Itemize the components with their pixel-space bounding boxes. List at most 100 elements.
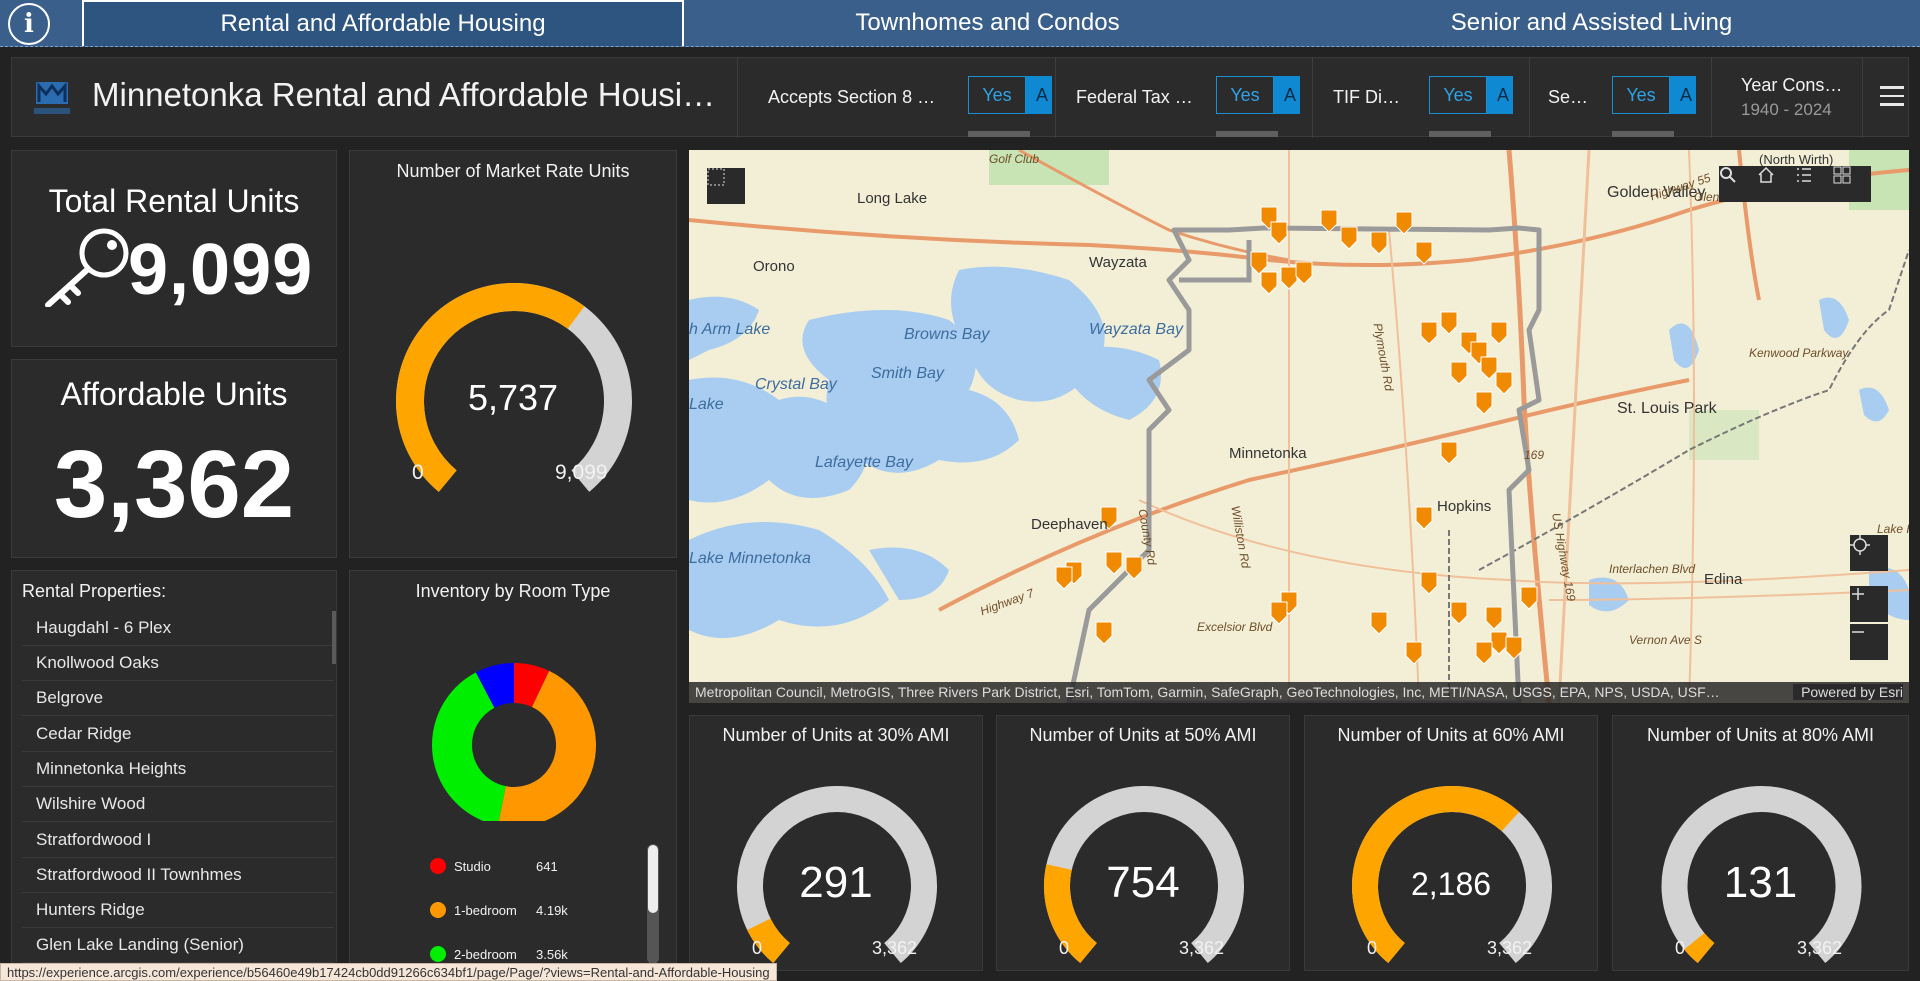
map-search-button[interactable] <box>1719 166 1757 202</box>
donut-slice-studio[interactable] <box>514 663 550 708</box>
year-constructed-range[interactable]: 1940 - 2024 <box>1741 100 1832 119</box>
property-marker[interactable] <box>1450 601 1468 625</box>
map-locate-button[interactable] <box>1850 535 1888 571</box>
property-marker[interactable] <box>1490 321 1508 345</box>
filter-senior-all-button[interactable]: A <box>1670 76 1696 114</box>
affordable-units-value: 3,362 <box>53 431 295 538</box>
property-marker[interactable] <box>1450 361 1468 385</box>
affordable-units-title: Affordable Units <box>60 376 288 412</box>
property-marker[interactable] <box>1405 641 1423 665</box>
property-marker[interactable] <box>1475 391 1493 415</box>
gauge-max-label: 3,362 <box>1179 938 1225 958</box>
app-title: Minnetonka Rental and Affordable Housi… <box>92 76 716 113</box>
ami-80-gauge-card: Number of Units at 80% AMI 131 0 3,362 <box>1612 715 1909 971</box>
map-zoom-out-button[interactable] <box>1850 624 1888 660</box>
filter-senior-scrollbar[interactable] <box>1612 131 1674 137</box>
donut-slice-2-bedroom[interactable] <box>432 672 506 821</box>
property-marker[interactable] <box>1320 209 1338 233</box>
map-select-button[interactable] <box>707 168 745 204</box>
year-constructed-label[interactable]: Year Cons… <box>1741 75 1843 95</box>
filter-section8-all-button[interactable]: A <box>1026 76 1052 114</box>
property-marker[interactable] <box>1480 356 1498 380</box>
filter-federal-tax-all-button[interactable]: A <box>1274 76 1300 114</box>
filter-tif-district-scrollbar[interactable] <box>1429 131 1491 137</box>
legend-dot <box>430 858 446 874</box>
map-layers-button[interactable] <box>1795 166 1833 202</box>
hamburger-menu-icon[interactable] <box>1880 86 1904 108</box>
map-zoom-in-button[interactable] <box>1850 586 1888 622</box>
header-divider <box>1862 58 1863 138</box>
property-marker[interactable] <box>1440 441 1458 465</box>
filter-tif-district: TIF Di… Yes A <box>1327 58 1527 138</box>
legend-scrollbar[interactable] <box>647 844 659 964</box>
property-marker[interactable] <box>1475 641 1493 665</box>
property-marker[interactable] <box>1485 606 1503 630</box>
property-marker[interactable] <box>1095 621 1113 645</box>
property-marker[interactable] <box>1415 506 1433 530</box>
list-item[interactable]: Haugdahl - 6 Plex <box>22 611 334 646</box>
filter-section8-label: Accepts Section 8 V… <box>768 87 940 107</box>
property-marker[interactable] <box>1520 586 1538 610</box>
list-item[interactable]: Minnetonka Heights <box>22 752 334 787</box>
property-marker[interactable] <box>1370 611 1388 635</box>
list-item[interactable]: Cedar Ridge <box>22 717 334 752</box>
ami-50-gauge <box>1044 786 1244 964</box>
filter-federal-tax-scrollbar[interactable] <box>1216 131 1278 137</box>
donut-slice-1-bedroom[interactable] <box>498 670 596 821</box>
tab-townhomes-condos[interactable]: Townhomes and Condos <box>855 9 1120 36</box>
property-marker[interactable] <box>1440 311 1458 335</box>
property-marker[interactable] <box>1270 221 1288 245</box>
filter-senior-yes-button[interactable]: Yes <box>1612 76 1670 114</box>
market-rate-units-title: Number of Market Rate Units <box>396 161 630 181</box>
property-marker[interactable] <box>1505 636 1523 660</box>
property-marker[interactable] <box>1490 631 1508 655</box>
list-item[interactable]: Glen Lake Landing (Senior) <box>22 928 334 963</box>
list-item[interactable]: Knollwood Oaks <box>22 646 334 681</box>
filter-federal-tax-yes-button[interactable]: Yes <box>1216 76 1274 114</box>
property-marker[interactable] <box>1420 321 1438 345</box>
map-home-button[interactable] <box>1757 166 1795 202</box>
info-button[interactable]: i <box>5 3 53 45</box>
property-marker[interactable] <box>1420 571 1438 595</box>
property-marker[interactable] <box>1055 566 1073 590</box>
property-marker[interactable] <box>1125 556 1143 580</box>
header-bar: Minnetonka Rental and Affordable Housi… … <box>11 57 1909 138</box>
list-item[interactable]: Stratfordwood I <box>22 823 334 858</box>
property-marker[interactable] <box>1105 551 1123 575</box>
filter-tif-district-all-button[interactable]: A <box>1487 76 1513 114</box>
property-marker[interactable] <box>1415 241 1433 265</box>
property-marker[interactable] <box>1280 266 1298 290</box>
property-marker[interactable] <box>1495 371 1513 395</box>
map-attribution: Metropolitan Council, MetroGIS, Three Ri… <box>689 682 1909 703</box>
property-marker[interactable] <box>1340 226 1358 250</box>
list-item[interactable]: Belgrove <box>22 681 334 716</box>
donut-slice-3-bedroom[interactable] <box>475 663 514 708</box>
property-marker[interactable] <box>1395 211 1413 235</box>
gauge-min-label: 0 <box>1367 938 1378 958</box>
property-marker[interactable] <box>1270 601 1288 625</box>
filter-section8-scrollbar[interactable] <box>968 131 1030 137</box>
list-item[interactable]: Stratfordwood II Townhmes <box>22 858 334 893</box>
property-marker[interactable] <box>1295 261 1313 285</box>
legend-name: 2-bedroom <box>454 947 517 962</box>
tab-rental-affordable-housing[interactable]: Rental and Affordable Housing <box>82 0 684 46</box>
property-marker[interactable] <box>1370 231 1388 255</box>
map-view[interactable]: Golf Club Long Lake Golden Valley (North… <box>689 150 1909 703</box>
property-marker[interactable] <box>1250 251 1268 275</box>
powered-by-esri[interactable]: Powered by Esri <box>1793 684 1903 700</box>
layer-list-icon <box>1797 168 1811 182</box>
list-scrollbar[interactable] <box>332 611 336 664</box>
filter-tif-district-yes-button[interactable]: Yes <box>1429 76 1487 114</box>
search-icon <box>1720 167 1736 183</box>
map-basemap-button[interactable] <box>1833 166 1871 202</box>
map-label: Golf Club <box>989 152 1040 166</box>
list-item[interactable]: Wilshire Wood <box>22 787 334 822</box>
ami-50-title: Number of Units at 50% AMI <box>1029 725 1257 745</box>
property-marker[interactable] <box>1260 271 1278 295</box>
locate-icon <box>1850 535 1870 555</box>
tab-senior-assisted-living[interactable]: Senior and Assisted Living <box>1450 9 1733 36</box>
list-item[interactable]: Hunters Ridge <box>22 893 334 928</box>
property-marker[interactable] <box>1100 506 1118 530</box>
select-area-icon <box>707 168 725 186</box>
filter-section8-yes-button[interactable]: Yes <box>968 76 1026 114</box>
